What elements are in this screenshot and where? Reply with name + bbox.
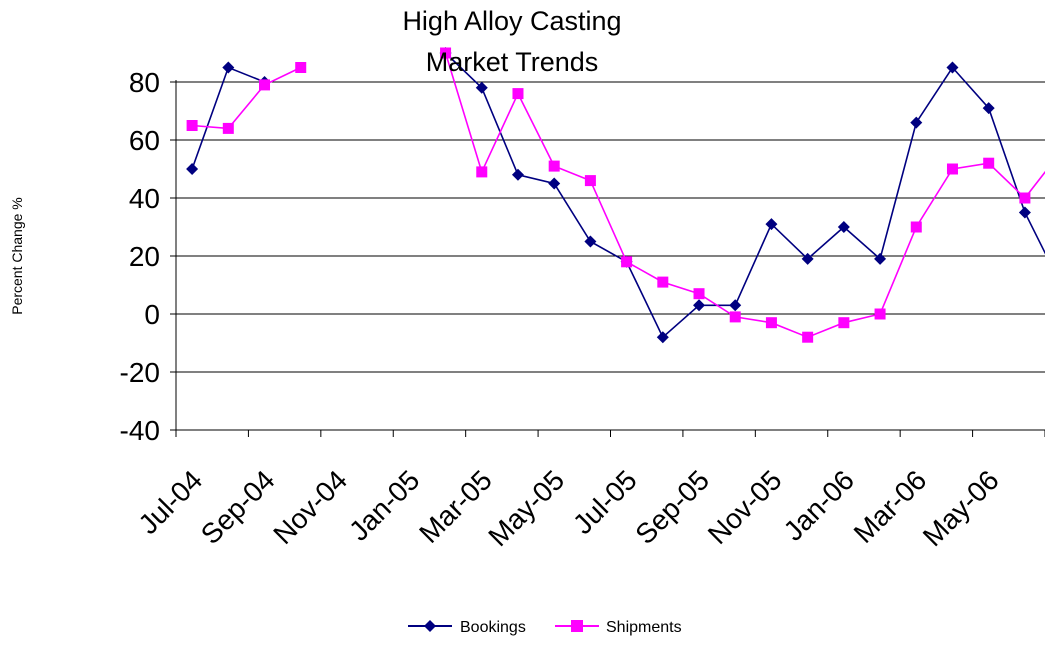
shipments-point: [512, 88, 524, 100]
chart-title-line-2: Market Trends: [426, 47, 599, 77]
shipments-point: [983, 157, 995, 169]
shipments-point: [621, 256, 633, 268]
x-tick-label: Jan-06: [778, 464, 860, 546]
y-tick-label: 0: [144, 299, 160, 330]
bookings-point: [548, 177, 561, 190]
series-layer: [186, 47, 1045, 344]
shipments-point: [693, 288, 705, 300]
y-tick-label: 40: [129, 183, 160, 214]
bookings-point: [729, 299, 742, 312]
legend-bookings-label: Bookings: [460, 619, 526, 636]
bookings-point: [910, 116, 923, 129]
shipments-point: [186, 120, 198, 131]
x-tick-label: Mar-06: [848, 464, 933, 549]
x-tick-label: Nov-05: [702, 464, 788, 550]
shipments-point: [222, 122, 234, 134]
shipments-line: [192, 66, 302, 130]
bookings-point: [475, 81, 488, 94]
y-tick-labels: 80 60 40 20 0 -20 -40: [120, 67, 160, 446]
bookings-point: [1018, 206, 1031, 219]
shipments-point: [548, 160, 560, 172]
shipments-point: [440, 47, 452, 59]
y-tick-label: 60: [129, 125, 160, 156]
shipments-point: [729, 311, 741, 323]
x-tick-label: Nov-04: [267, 464, 353, 550]
shipments-point: [657, 276, 669, 288]
bookings-point: [222, 61, 235, 74]
shipments-point: [584, 175, 596, 187]
bookings-point: [801, 252, 814, 265]
x-tick-label: May-05: [482, 464, 570, 552]
shipments-point: [476, 166, 488, 178]
bookings-point: [837, 221, 850, 233]
bookings-point: [982, 102, 995, 115]
bookings-point: [874, 252, 887, 265]
bookings-line: [445, 52, 1045, 339]
shipments-line: [444, 52, 1045, 339]
shipments-point: [874, 308, 886, 320]
y-tick-label: 80: [129, 67, 160, 98]
shipments-point: [259, 79, 271, 91]
chart-title-line-1: High Alloy Casting: [402, 6, 621, 36]
x-tick-label: Sep-04: [195, 464, 281, 550]
bookings-line: [191, 66, 265, 170]
x-tick-label: May-06: [917, 464, 1005, 552]
x-tick-label: Mar-05: [413, 464, 498, 549]
legend-shipments-label: Shipments: [606, 619, 682, 636]
bookings-point: [186, 163, 199, 175]
bookings-point: [511, 168, 524, 181]
x-tick-label: Jan-05: [343, 464, 425, 546]
y-axis-label: Percent Change %: [9, 197, 25, 315]
x-tick-label: Sep-05: [629, 464, 715, 550]
legend: Bookings Shipments: [408, 619, 682, 636]
y-tick-label: -20: [120, 357, 160, 388]
gridlines: [176, 81, 1045, 431]
x-tick-labels: Jul-04Sep-04Nov-04Jan-05Mar-05May-05Jul-…: [132, 464, 1004, 552]
shipments-point: [946, 163, 958, 175]
shipments-point: [295, 62, 307, 73]
shipments-point: [802, 331, 814, 343]
bookings-point: [656, 331, 669, 344]
legend-bookings-marker: [424, 620, 436, 632]
legend-shipments-marker: [571, 620, 583, 632]
y-tick-label: -40: [120, 415, 160, 446]
shipments-point: [765, 317, 777, 329]
axes: [170, 80, 1045, 437]
shipments-point: [910, 221, 922, 233]
bookings-point: [584, 235, 597, 248]
bookings-point: [765, 218, 778, 231]
bookings-point: [693, 299, 706, 312]
y-tick-label: 20: [129, 241, 160, 272]
shipments-point: [1019, 192, 1031, 204]
shipments-point: [838, 317, 850, 329]
bookings-point: [946, 61, 959, 74]
